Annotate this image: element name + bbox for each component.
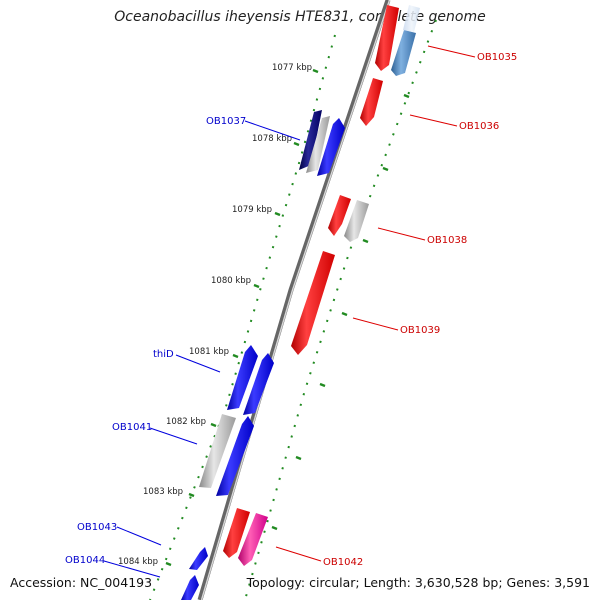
kbp-label-1079: 1079 kbp xyxy=(232,205,272,215)
topology-text: Topology: circular; Length: 3,630,528 bp… xyxy=(246,575,590,590)
gene-ob1041-blue[interactable] xyxy=(216,416,254,496)
callout-lines-reverse xyxy=(275,45,476,562)
gene-ob1042[interactable] xyxy=(238,513,268,566)
gene-label-ob1035[interactable]: OB1035 xyxy=(477,52,517,63)
gene-label-ob1037[interactable]: OB1037 xyxy=(206,116,246,127)
gene-label-thid[interactable]: thiD xyxy=(153,349,174,360)
gene-ob1039[interactable] xyxy=(291,251,335,355)
gene-ob1036[interactable] xyxy=(360,78,383,126)
gene-ob1035-steel[interactable] xyxy=(391,30,416,76)
gene-ob1037-navy[interactable] xyxy=(299,110,322,170)
accession-text: Accession: NC_004193 xyxy=(10,575,153,590)
kbp-label-1077: 1077 kbp xyxy=(272,63,312,73)
kbp-label-1084: 1084 kbp xyxy=(118,557,158,567)
gene-ob1037[interactable] xyxy=(306,116,330,173)
gene-label-ob1038[interactable]: OB1038 xyxy=(427,235,467,246)
gene-ob1042-red[interactable] xyxy=(223,508,250,558)
gene-label-ob1039[interactable]: OB1039 xyxy=(400,325,440,336)
gene-ob1035-pale[interactable] xyxy=(403,5,420,32)
gene-label-ob1044[interactable]: OB1044 xyxy=(65,555,105,566)
gene-label-ob1036[interactable]: OB1036 xyxy=(459,121,499,132)
gene-label-ob1043[interactable]: OB1043 xyxy=(77,522,117,533)
genome-backbone xyxy=(197,0,391,600)
tick-track-right xyxy=(244,19,437,600)
kbp-label-1081: 1081 kbp xyxy=(189,347,229,357)
gene-thid[interactable] xyxy=(227,345,258,410)
gene-ob1041[interactable] xyxy=(199,414,236,488)
gene-ob1043[interactable] xyxy=(189,547,208,570)
gene-ob1038-red[interactable] xyxy=(328,195,351,236)
major-ticks xyxy=(165,68,410,567)
kbp-label-1080: 1080 kbp xyxy=(211,276,251,286)
gene-ob1044[interactable] xyxy=(181,575,199,600)
gene-label-ob1041[interactable]: OB1041 xyxy=(112,422,152,433)
gene-ob1038[interactable] xyxy=(344,200,369,242)
gene-thid-2[interactable] xyxy=(243,353,274,415)
gene-ob1035[interactable] xyxy=(375,5,399,71)
gene-ob1037-blue[interactable] xyxy=(317,118,345,176)
kbp-label-1082: 1082 kbp xyxy=(166,417,206,427)
kbp-label-1078: 1078 kbp xyxy=(252,134,292,144)
callout-lines-forward xyxy=(103,120,301,578)
gene-label-ob1042[interactable]: OB1042 xyxy=(323,557,363,568)
kbp-label-1083: 1083 kbp xyxy=(143,487,183,497)
genome-backbone-highlight xyxy=(200,0,391,600)
